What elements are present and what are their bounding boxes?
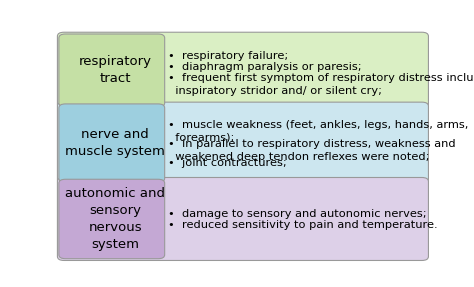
- Text: •  respiratory failure;: • respiratory failure;: [168, 51, 288, 61]
- FancyBboxPatch shape: [57, 177, 428, 261]
- Text: •  damage to sensory and autonomic nerves;: • damage to sensory and autonomic nerves…: [168, 209, 427, 219]
- Text: •  frequent first symptom of respiratory distress include
  inspiratory stridor : • frequent first symptom of respiratory …: [168, 73, 474, 96]
- Text: •  diaphragm paralysis or paresis;: • diaphragm paralysis or paresis;: [168, 62, 362, 72]
- FancyBboxPatch shape: [59, 179, 164, 259]
- FancyBboxPatch shape: [59, 34, 164, 107]
- FancyBboxPatch shape: [57, 102, 428, 184]
- Text: respiratory
tract: respiratory tract: [79, 55, 152, 86]
- Text: nerve and
muscle system: nerve and muscle system: [65, 128, 165, 158]
- Text: •  muscle weakness (feet, ankles, legs, hands, arms,
  forearms);: • muscle weakness (feet, ankles, legs, h…: [168, 120, 468, 142]
- Text: autonomic and
sensory
nervous
system: autonomic and sensory nervous system: [65, 187, 165, 251]
- FancyBboxPatch shape: [57, 32, 428, 109]
- Text: •  joint contractures;: • joint contractures;: [168, 158, 287, 168]
- Text: •  in parallel to respiratory distress, weakness and
  weakened deep tendon refl: • in parallel to respiratory distress, w…: [168, 139, 456, 162]
- Text: •  reduced sensitivity to pain and temperature.: • reduced sensitivity to pain and temper…: [168, 220, 438, 230]
- FancyBboxPatch shape: [59, 104, 164, 182]
